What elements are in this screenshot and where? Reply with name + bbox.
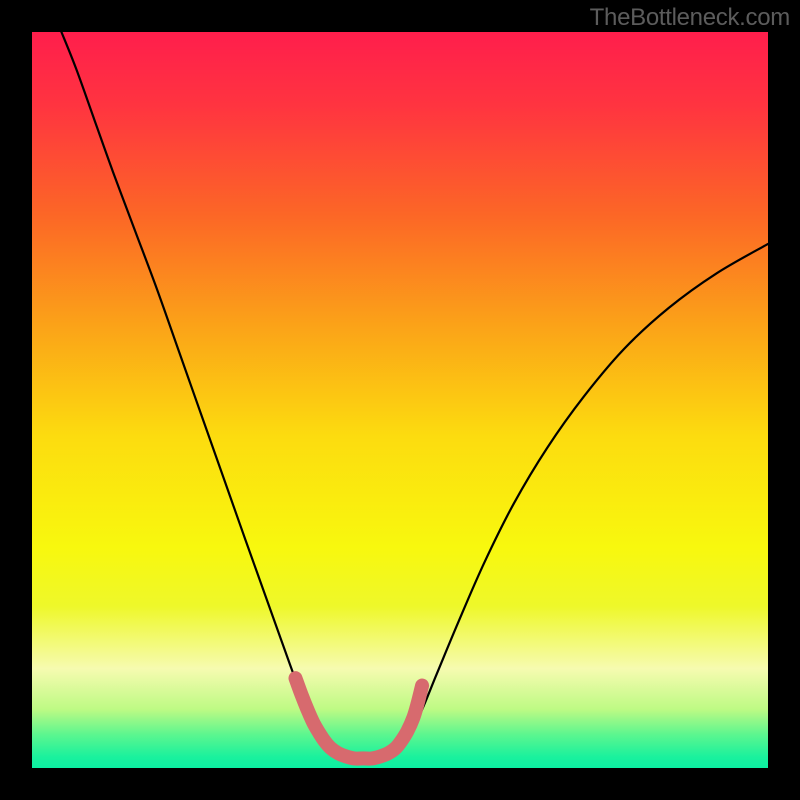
chart-container: TheBottleneck.com xyxy=(0,0,800,800)
watermark-text: TheBottleneck.com xyxy=(590,4,790,32)
plot-background xyxy=(32,32,768,768)
bottleneck-chart xyxy=(0,0,800,800)
